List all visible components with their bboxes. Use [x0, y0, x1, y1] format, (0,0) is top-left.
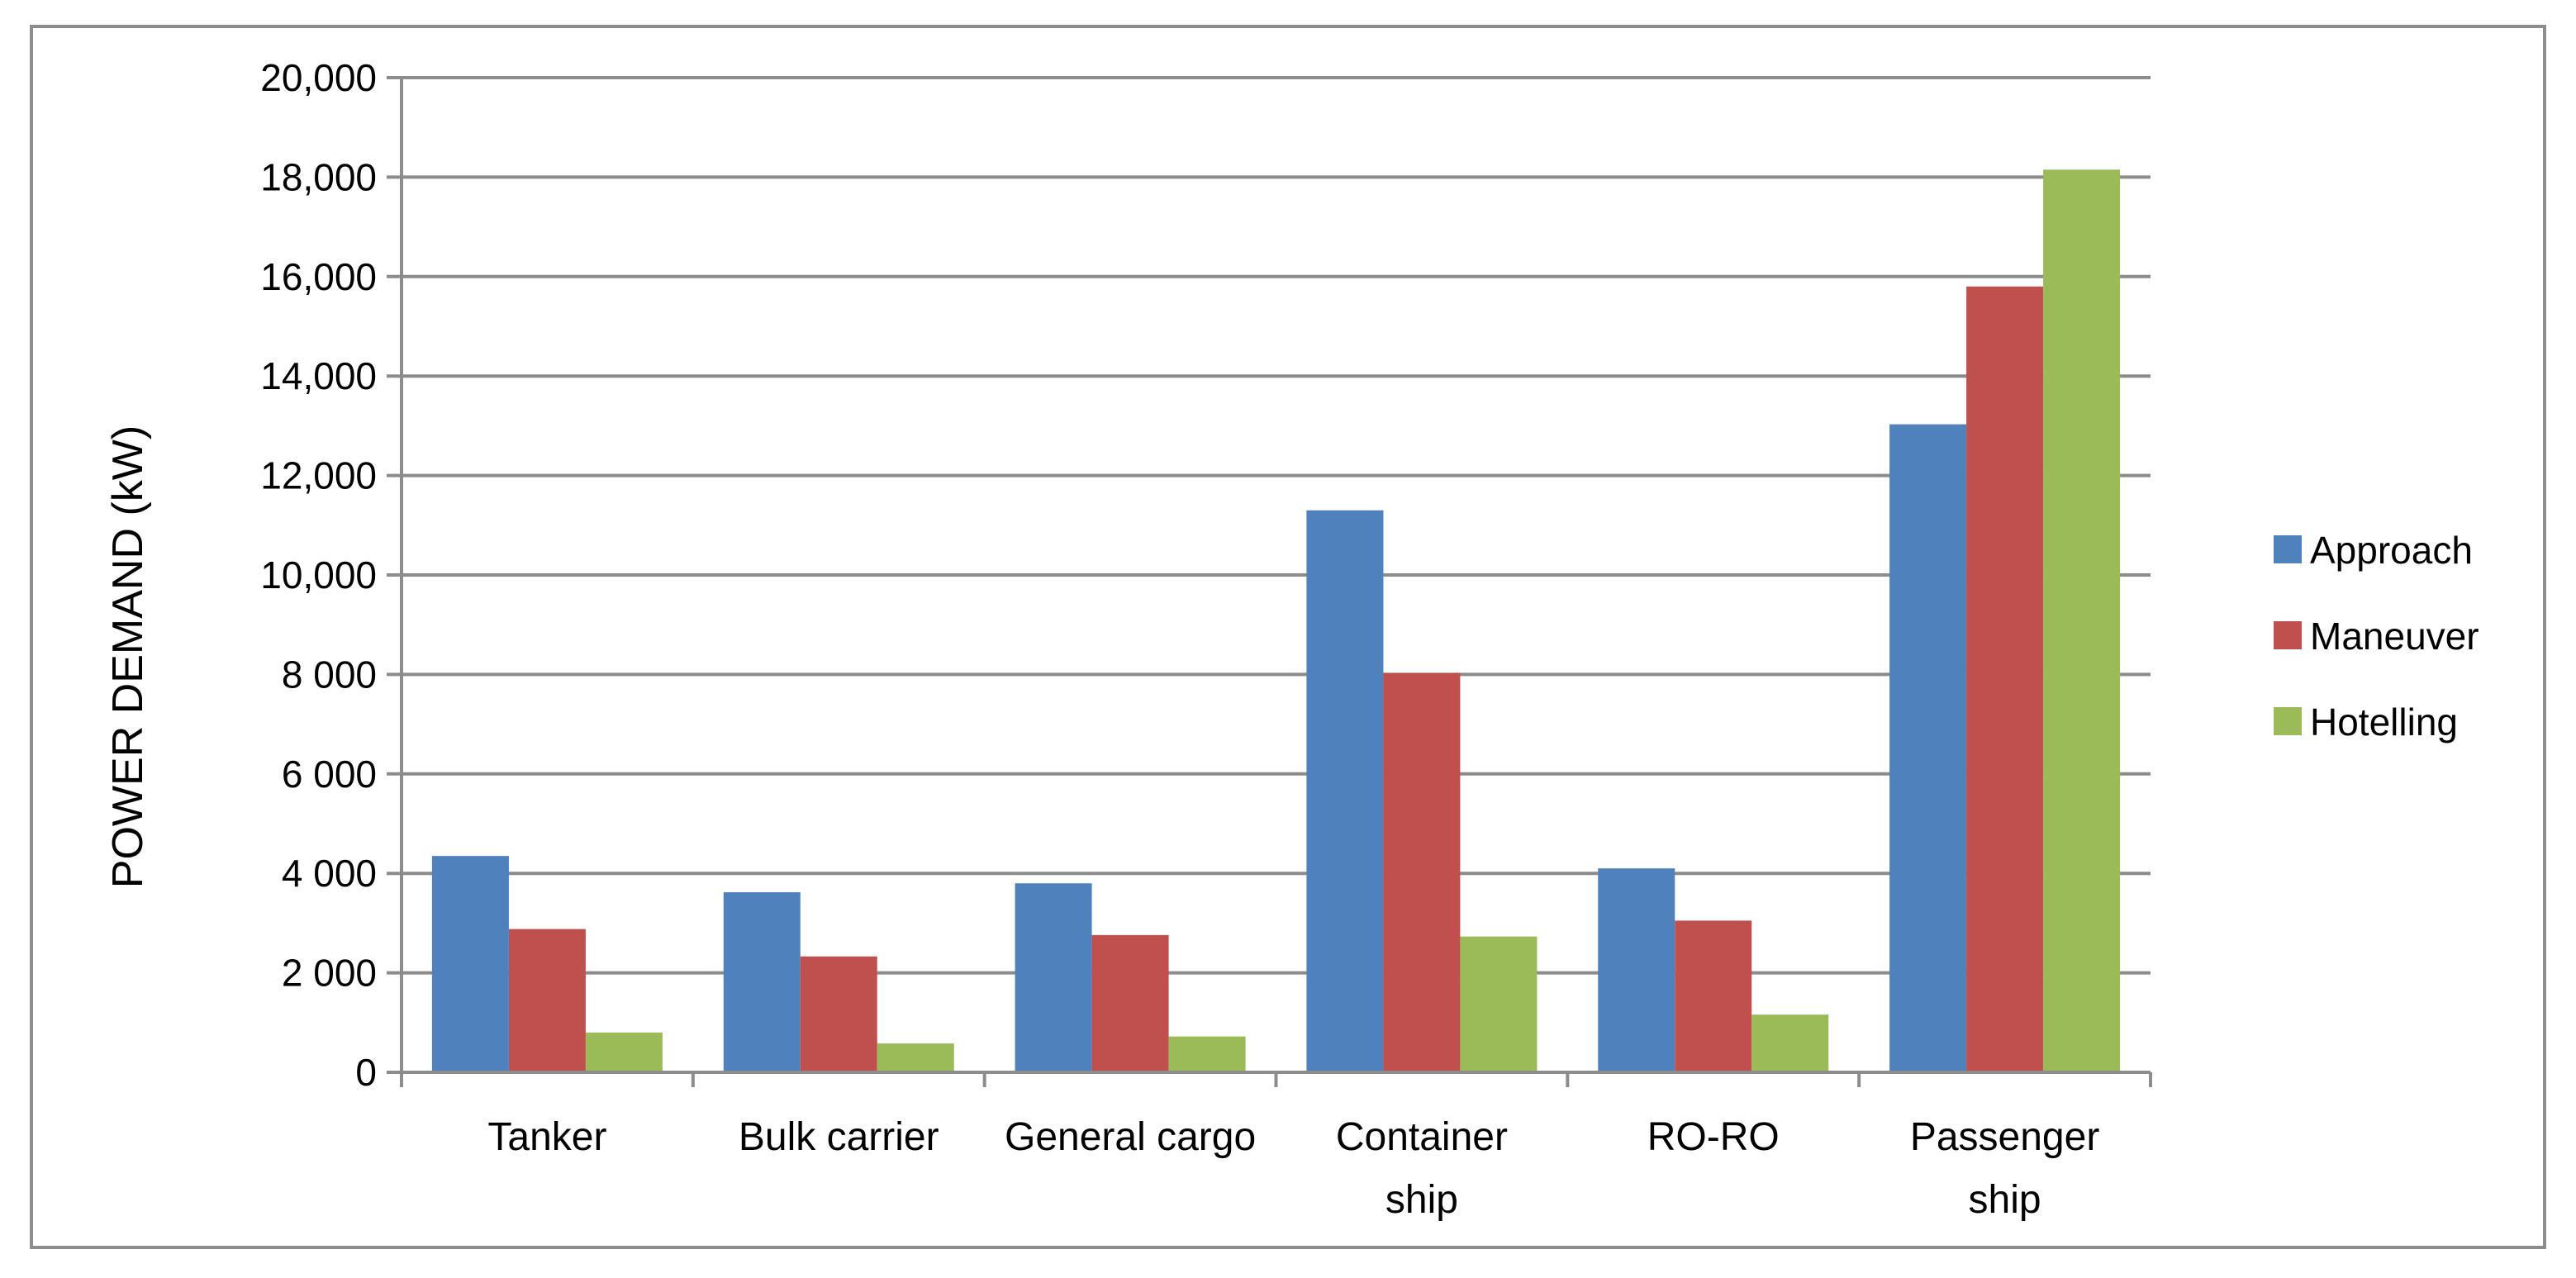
- bar-approach-4: [1306, 510, 1384, 1072]
- y-tick-label: 4 000: [282, 852, 377, 895]
- x-tick-label: Passenger ship: [1910, 1115, 2099, 1222]
- legend-swatch-approach: [2274, 535, 2302, 563]
- bar-approach-1: [431, 856, 509, 1072]
- bar-maneuver-1: [508, 929, 586, 1072]
- legend: Approach Maneuver Hotelling: [2274, 529, 2479, 744]
- x-tick-label: Container ship: [1336, 1115, 1508, 1222]
- bar-hotelling-3: [1168, 1036, 1246, 1072]
- bars: [431, 169, 2121, 1073]
- y-tick-labels: 0 2 000 4 000 6 000 8 000 10,000 12,000 14,000 1…: [260, 56, 377, 1094]
- bar-maneuver-5: [1675, 920, 1752, 1072]
- legend-label-approach: Approach: [2310, 529, 2473, 572]
- legend-label-hotelling: Hotelling: [2310, 701, 2458, 744]
- bar-approach-3: [1015, 883, 1092, 1072]
- bar-maneuver-3: [1091, 934, 1169, 1072]
- y-tick-label: 8 000: [282, 653, 377, 696]
- bar-hotelling-6: [2043, 169, 2121, 1072]
- bar-approach-2: [723, 892, 801, 1072]
- bar-hotelling-1: [585, 1032, 663, 1072]
- y-tick-label: 20,000: [260, 56, 377, 99]
- x-tick-label: RO-RO: [1647, 1115, 1780, 1159]
- legend-label-maneuver: Maneuver: [2310, 615, 2479, 658]
- gridlines: [402, 76, 2151, 975]
- bar-approach-5: [1598, 868, 1675, 1072]
- y-tick-label: 14,000: [260, 354, 377, 397]
- legend-swatch-maneuver: [2274, 621, 2302, 649]
- x-tick-label: Bulk carrier: [739, 1115, 939, 1159]
- bar-maneuver-2: [800, 956, 877, 1072]
- y-tick-label: 6 000: [282, 753, 377, 796]
- x-tick-labels: Tanker Bulk carrier General cargo Container…: [487, 1115, 2099, 1222]
- y-tick-label: 16,000: [260, 255, 377, 298]
- x-tick-label: Tanker: [487, 1115, 606, 1159]
- legend-swatch-hotelling: [2274, 707, 2302, 735]
- bar-maneuver-6: [1966, 286, 2044, 1073]
- bar-approach-6: [1889, 424, 1967, 1072]
- y-tick-label: 2 000: [282, 952, 377, 995]
- x-tick-label: General cargo: [1005, 1115, 1256, 1159]
- bar-hotelling-4: [1460, 936, 1538, 1072]
- y-tick-label: 12,000: [260, 454, 377, 497]
- bar-hotelling-2: [877, 1043, 954, 1072]
- bar-maneuver-4: [1383, 672, 1461, 1072]
- y-tick-label: 10,000: [260, 553, 377, 596]
- axes: [387, 76, 2152, 1087]
- bar-hotelling-5: [1751, 1014, 1829, 1072]
- y-tick-label: 18,000: [260, 155, 377, 198]
- y-axis-title: POWER DEMAND (kW): [104, 425, 152, 888]
- y-tick-label: 0: [355, 1051, 377, 1094]
